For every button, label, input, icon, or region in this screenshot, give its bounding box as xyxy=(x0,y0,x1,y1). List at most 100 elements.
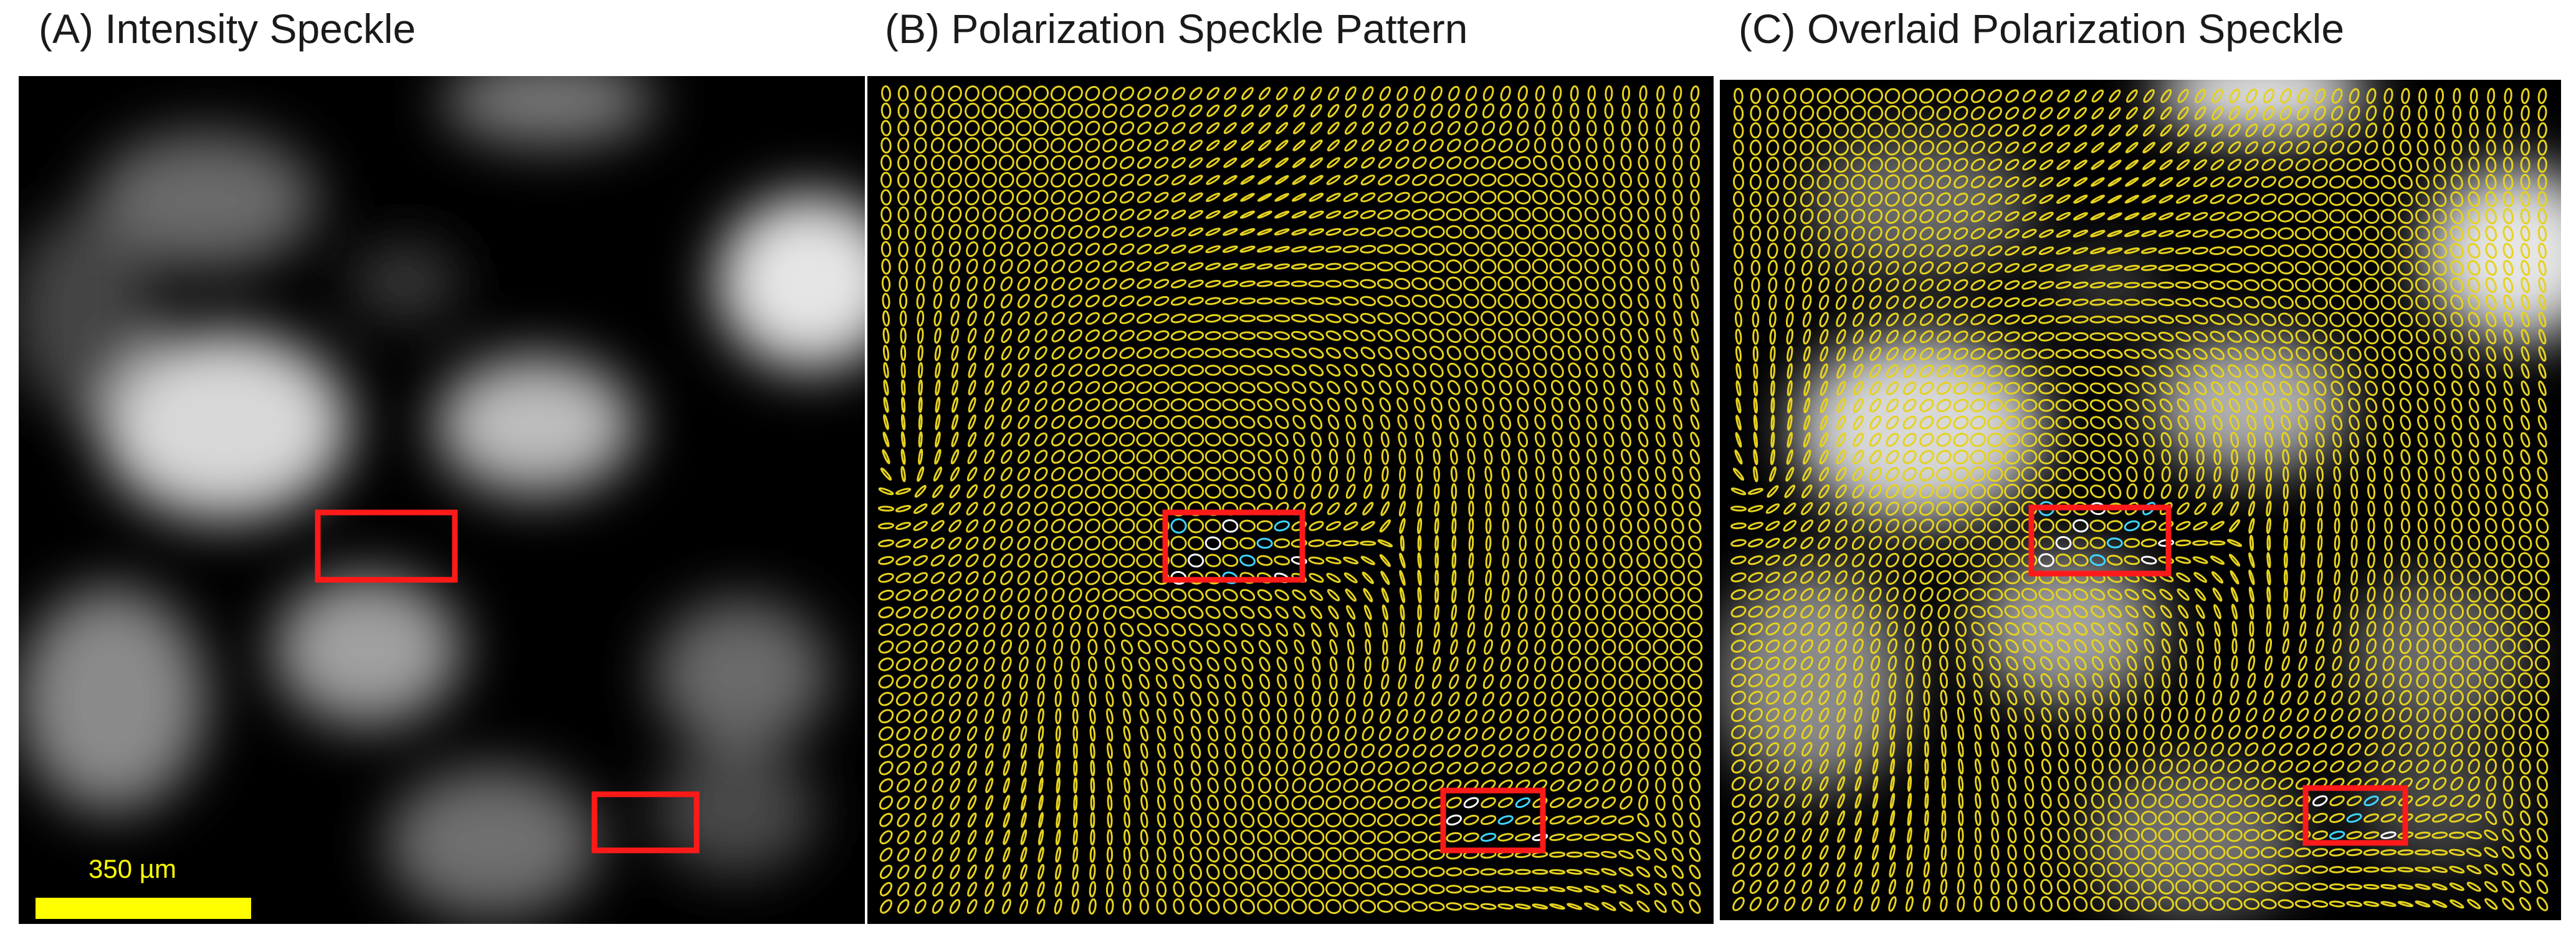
polarization-ellipse xyxy=(2346,830,2362,840)
polarization-ellipse xyxy=(1784,810,1796,825)
polarization-ellipse xyxy=(1136,553,1153,568)
polarization-ellipse xyxy=(2431,831,2448,839)
polarization-ellipse xyxy=(1673,327,1682,344)
polarization-ellipse xyxy=(930,605,945,619)
polarization-ellipse xyxy=(1394,830,1411,844)
polarization-ellipse xyxy=(1136,398,1153,412)
polarization-ellipse xyxy=(1257,847,1273,863)
polarization-ellipse xyxy=(2296,760,2311,773)
polarization-ellipse xyxy=(1465,709,1477,724)
polarization-ellipse xyxy=(968,345,976,361)
polarization-ellipse xyxy=(1208,708,1219,724)
polarization-ellipse xyxy=(1430,726,1444,741)
polarization-ellipse xyxy=(1395,191,1410,203)
polarization-ellipse xyxy=(2266,500,2272,517)
polarization-ellipse xyxy=(1953,382,1968,395)
polarization-ellipse xyxy=(1276,656,1287,672)
polarization-ellipse xyxy=(1889,690,1896,706)
polarization-ellipse xyxy=(1327,414,1340,430)
polarization-ellipse xyxy=(2500,603,2516,620)
polarization-ellipse xyxy=(1767,259,1778,276)
polarization-ellipse xyxy=(2502,483,2514,499)
polarization-ellipse xyxy=(1691,327,1699,344)
polarization-ellipse xyxy=(2297,415,2309,431)
polarization-ellipse xyxy=(2383,88,2393,104)
polarization-ellipse xyxy=(1753,380,1758,397)
polarization-ellipse xyxy=(1972,638,1985,654)
polarization-ellipse xyxy=(2090,195,2106,204)
polarization-ellipse xyxy=(2109,724,2120,741)
polarization-ellipse xyxy=(1481,310,1497,326)
polarization-ellipse xyxy=(1584,224,1600,240)
polarization-ellipse xyxy=(1050,120,1066,137)
polarization-ellipse xyxy=(2260,228,2277,239)
polarization-ellipse xyxy=(1735,345,1742,362)
polarization-ellipse xyxy=(1033,137,1049,153)
polarization-ellipse xyxy=(1585,310,1599,327)
polarization-ellipse xyxy=(2418,105,2428,122)
polarization-ellipse xyxy=(1308,898,1325,915)
polarization-ellipse xyxy=(2058,741,2069,757)
polarization-ellipse xyxy=(1819,793,1829,809)
polarization-ellipse xyxy=(2261,759,2276,773)
polarization-ellipse xyxy=(1936,364,1952,378)
polarization-ellipse xyxy=(2075,724,2086,741)
polarization-ellipse xyxy=(1585,587,1598,603)
polarization-ellipse xyxy=(2518,552,2532,569)
polarization-ellipse xyxy=(1397,414,1408,430)
polarization-ellipse xyxy=(1274,881,1290,897)
polarization-ellipse xyxy=(1051,363,1065,377)
polarization-ellipse xyxy=(1672,759,1684,777)
polarization-ellipse xyxy=(968,397,976,413)
polarization-ellipse xyxy=(1051,501,1066,516)
polarization-ellipse xyxy=(1205,280,1221,288)
polarization-ellipse xyxy=(2294,900,2311,908)
polarization-ellipse xyxy=(1205,297,1221,305)
polarization-ellipse xyxy=(1016,120,1032,137)
polarization-ellipse xyxy=(2004,314,2020,325)
polarization-ellipse xyxy=(1274,847,1290,863)
polarization-ellipse xyxy=(2504,88,2512,104)
polarization-ellipse xyxy=(1395,156,1410,169)
polarization-ellipse xyxy=(2519,845,2532,860)
polarization-ellipse xyxy=(1119,432,1135,447)
polarization-ellipse xyxy=(1601,224,1616,240)
polarization-ellipse xyxy=(1050,155,1066,171)
polarization-ellipse xyxy=(1586,483,1597,500)
polarization-ellipse xyxy=(2299,603,2306,620)
polarization-ellipse xyxy=(2417,466,2428,483)
polarization-ellipse xyxy=(1153,483,1170,499)
polarization-ellipse xyxy=(1653,656,1669,673)
polarization-ellipse xyxy=(1636,708,1651,724)
polarization-ellipse xyxy=(1836,862,1846,878)
polarization-ellipse xyxy=(1568,622,1581,638)
polarization-ellipse xyxy=(1974,827,1982,844)
polarization-ellipse xyxy=(1345,414,1357,430)
polarization-ellipse xyxy=(2400,552,2411,569)
polarization-ellipse xyxy=(950,276,960,292)
polarization-ellipse xyxy=(2124,878,2140,895)
polarization-ellipse xyxy=(1034,449,1048,464)
polarization-ellipse xyxy=(2005,141,2020,154)
polarization-ellipse xyxy=(2227,176,2242,188)
polarization-ellipse xyxy=(2193,741,2207,757)
polarization-ellipse xyxy=(2247,431,2256,448)
polarization-ellipse xyxy=(1534,691,1547,707)
polarization-ellipse xyxy=(1819,810,1829,826)
polarization-ellipse xyxy=(2329,260,2345,276)
polarization-ellipse xyxy=(2178,431,2188,448)
polarization-ellipse xyxy=(2261,158,2276,171)
polarization-ellipse xyxy=(2265,466,2273,483)
polarization-ellipse xyxy=(2226,828,2243,842)
polarization-ellipse xyxy=(1517,622,1528,638)
polarization-ellipse xyxy=(2124,862,2140,878)
polarization-ellipse xyxy=(1603,380,1615,396)
polarization-ellipse xyxy=(1223,605,1238,619)
polarization-ellipse xyxy=(2041,810,2052,826)
polarization-ellipse xyxy=(2261,193,2277,205)
polarization-ellipse xyxy=(2142,159,2156,170)
polarization-ellipse xyxy=(1136,312,1152,324)
polarization-ellipse xyxy=(1001,639,1013,655)
polarization-ellipse xyxy=(1889,810,1896,826)
polarization-ellipse xyxy=(1836,398,1846,413)
